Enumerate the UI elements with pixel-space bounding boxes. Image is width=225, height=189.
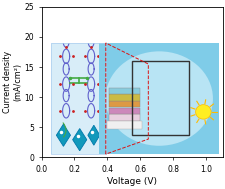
- X-axis label: Voltage (V): Voltage (V): [107, 177, 156, 186]
- Y-axis label: Current density
(mA/cm²): Current density (mA/cm²): [3, 51, 23, 113]
